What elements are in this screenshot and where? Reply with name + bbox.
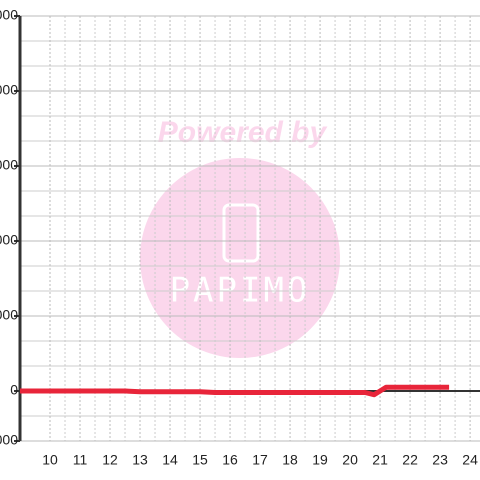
x-tick-label: 20 — [342, 452, 358, 468]
watermark-phone — [222, 203, 260, 263]
x-tick-label: 17 — [252, 452, 268, 468]
watermark-top: Powered by — [158, 116, 328, 149]
y-tick-label: 0 — [10, 382, 18, 398]
x-tick-label: 22 — [402, 452, 418, 468]
y-tick-label: 60,000 — [0, 232, 18, 248]
x-tick-label: 18 — [282, 452, 298, 468]
x-tick-label: 14 — [162, 452, 178, 468]
x-tick-label: 10 — [42, 452, 58, 468]
x-tick-label: 16 — [222, 452, 238, 468]
x-tick-label: 23 — [432, 452, 448, 468]
x-tick-label: 21 — [372, 452, 388, 468]
x-tick-label: 15 — [192, 452, 208, 468]
x-tick-label: 13 — [132, 452, 148, 468]
x-tick-label: 11 — [73, 452, 88, 468]
x-tick-label: 24 — [462, 452, 478, 468]
x-tick-label: 12 — [102, 452, 118, 468]
marks — [20, 384, 450, 398]
y-tick-label: -20,000 — [0, 432, 18, 448]
y-tick-label: 90,000 — [0, 157, 18, 173]
x-tick-label: 19 — [312, 452, 328, 468]
grid — [14, 15, 480, 442]
y-tick-label: 30,000 — [0, 307, 18, 323]
y-tick-label: 120,000 — [0, 82, 18, 98]
data-line — [20, 384, 450, 398]
y-tick-label: 150,000 — [0, 7, 18, 23]
